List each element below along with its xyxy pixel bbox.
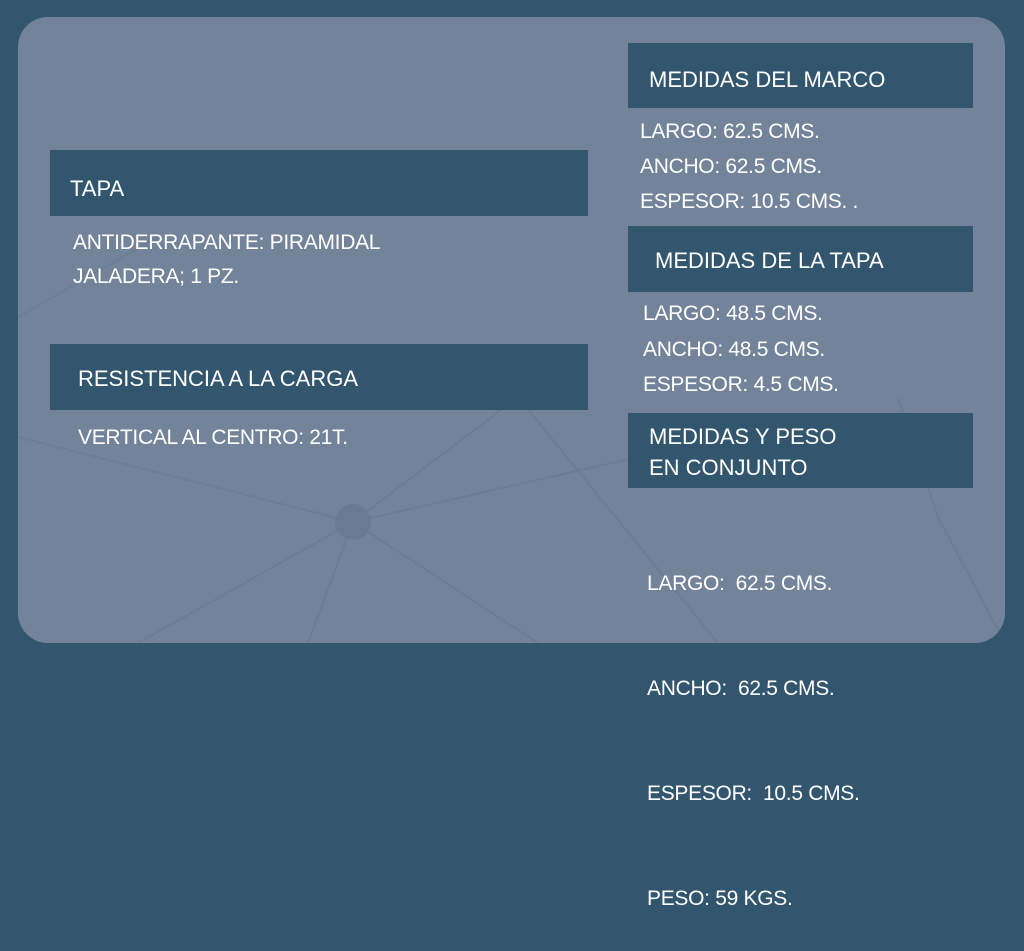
tapa-title: TAPA	[70, 176, 125, 201]
tapa-line: ANTIDERRAPANTE: PIRAMIDAL	[73, 231, 381, 254]
tapa-line: JALADERA; 1 PZ.	[73, 265, 239, 288]
spec-card	[18, 17, 1005, 643]
marco-body: LARGO: 62.5 CMS. ANCHO: 62.5 CMS. ESPESO…	[640, 114, 858, 219]
resistencia-body: VERTICAL AL CENTRO: 21T.	[78, 421, 348, 455]
resistencia-line: VERTICAL AL CENTRO: 21T.	[78, 426, 348, 449]
marco-title: MEDIDAS DEL MARCO	[649, 67, 886, 92]
conjunto-title-line: MEDIDAS Y PESO	[649, 424, 837, 449]
marco-header: MEDIDAS DEL MARCO	[628, 43, 973, 108]
conjunto-line: LARGO: 62.5 CMS.	[647, 572, 833, 595]
medidas-tapa-title: MEDIDAS DE LA TAPA	[655, 248, 884, 273]
medidas-tapa-line: ANCHO: 48.5 CMS.	[643, 337, 825, 361]
conjunto-header: MEDIDAS Y PESO EN CONJUNTO	[628, 413, 973, 488]
medidas-tapa-line: ESPESOR: 4.5 CMS.	[643, 373, 839, 396]
tapa-header: TAPA	[50, 150, 588, 216]
network-node-icon	[335, 504, 371, 540]
marco-line: LARGO: 62.5 CMS.	[640, 120, 820, 143]
tapa-body: ANTIDERRAPANTE: PIRAMIDAL JALADERA; 1 PZ…	[73, 226, 380, 294]
medidas-tapa-line: LARGO: 48.5 CMS.	[643, 302, 823, 325]
conjunto-title-line: EN CONJUNTO	[649, 455, 808, 480]
conjunto-line: PESO: 59 KGS.	[647, 887, 793, 910]
medidas-tapa-body: LARGO: 48.5 CMS. ANCHO: 48.5 CMS. ESPESO…	[643, 296, 839, 403]
conjunto-line: ANCHO: 62.5 CMS.	[647, 677, 835, 700]
resistencia-title: RESISTENCIA A LA CARGA	[78, 366, 358, 391]
medidas-tapa-header: MEDIDAS DE LA TAPA	[628, 226, 973, 292]
marco-line: ANCHO: 62.5 CMS.	[640, 155, 822, 178]
conjunto-body: LARGO: 62.5 CMS. ANCHO: 62.5 CMS. ESPESO…	[647, 496, 860, 951]
resistencia-header: RESISTENCIA A LA CARGA	[50, 344, 588, 410]
marco-line: ESPESOR: 10.5 CMS. .	[640, 190, 859, 213]
conjunto-line: ESPESOR: 10.5 CMS.	[647, 782, 860, 805]
